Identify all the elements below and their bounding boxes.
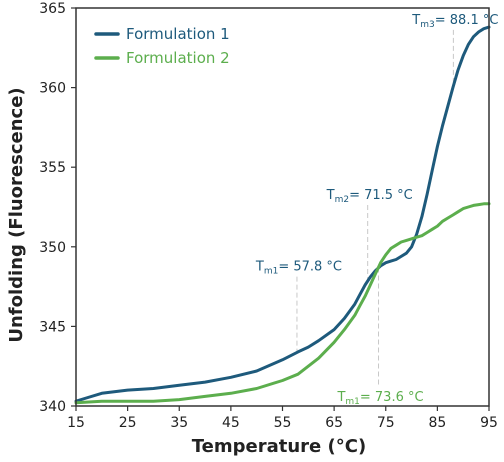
x-tick-label: 55 xyxy=(274,415,292,431)
annotation-guides xyxy=(296,29,454,388)
tm-annotation: Tm2= 71.5 °C xyxy=(326,188,413,205)
legend-label: Formulation 2 xyxy=(126,49,230,67)
y-tick-label: 355 xyxy=(39,160,66,176)
legend-label: Formulation 1 xyxy=(126,25,230,43)
y-axis-ticks: 340 345 350 355 360 365 xyxy=(39,1,76,415)
tm-annotation: Tm1= 57.8 °C xyxy=(255,260,342,277)
x-tick-label: 65 xyxy=(325,415,343,431)
x-tick-label: 45 xyxy=(222,415,240,431)
x-axis-title: Temperature (°C) xyxy=(192,436,366,457)
tm-annotation: Tm3= 88.1 °C xyxy=(411,13,498,30)
y-tick-label: 340 xyxy=(39,399,66,415)
series-layer xyxy=(74,25,491,405)
axes xyxy=(75,7,490,407)
x-tick-label: 25 xyxy=(119,415,137,431)
series-line-2 xyxy=(74,202,491,405)
x-tick-label: 95 xyxy=(480,415,498,431)
x-tick-label: 75 xyxy=(377,415,395,431)
series-line-1 xyxy=(74,25,491,403)
x-tick-label: 15 xyxy=(67,415,85,431)
plot-frame xyxy=(75,7,490,407)
x-axis-ticks: 15 25 35 45 55 65 75 85 95 xyxy=(67,406,498,431)
tm-annotation: Tm1= 73.6 °C xyxy=(336,390,423,407)
y-tick-label: 360 xyxy=(39,81,66,97)
y-tick-label: 350 xyxy=(39,240,66,256)
x-tick-label: 85 xyxy=(428,415,446,431)
annotations: Tm1= 57.8 °C Tm2= 71.5 °C Tm3= 88.1 °C Tm1=… xyxy=(255,13,499,407)
legend: Formulation 1 Formulation 2 xyxy=(94,25,230,67)
x-tick-label: 35 xyxy=(170,415,188,431)
y-tick-label: 345 xyxy=(39,319,66,335)
y-tick-label: 365 xyxy=(39,1,66,17)
y-axis-title: Unfolding (Fluorescence) xyxy=(6,87,27,342)
